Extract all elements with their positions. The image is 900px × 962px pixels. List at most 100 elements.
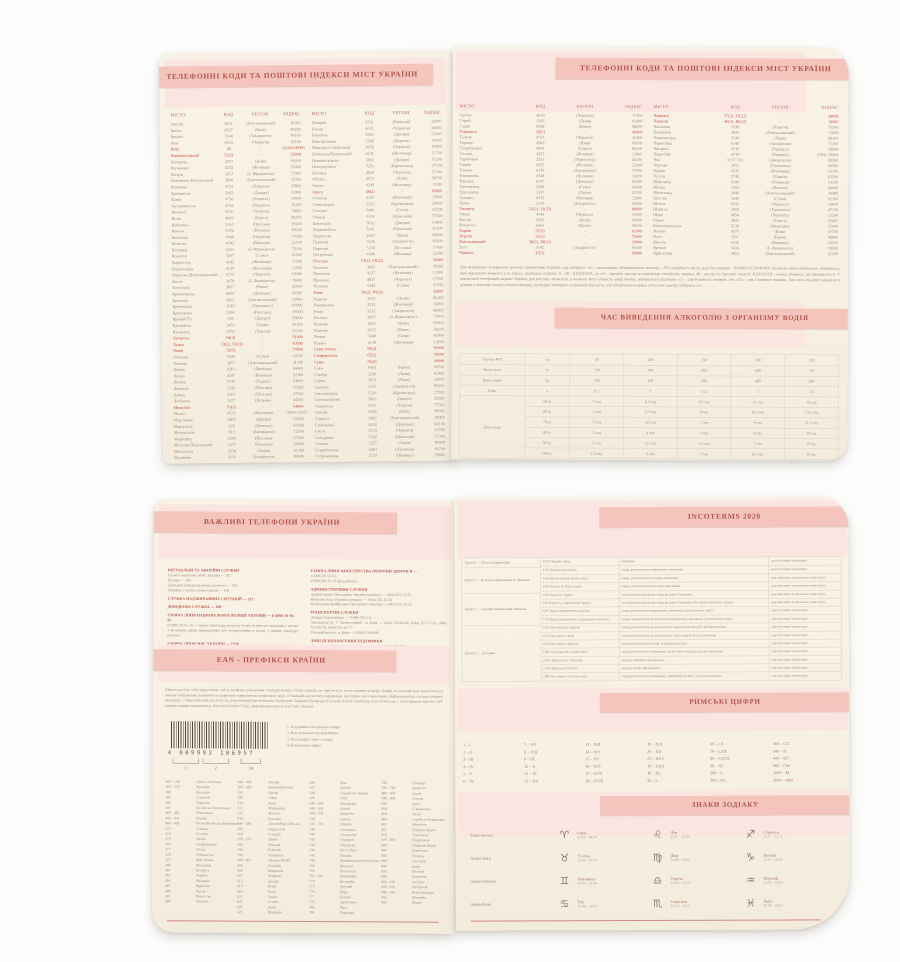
city-table-header: МІСТО КОД РЕГІОН ІНДЕКС [654,104,842,110]
page-title: ТЕЛЕФОННІ КОДИ ТА ПОШТОВІ ІНДЕКСИ МІСТ У… [579,64,832,73]
ean-banner: EAN - ПРЕФІКСИ КРАЇНИ [151,649,397,672]
zodiac-sign-dates: 23.07 – 23.08 [670,834,690,839]
phone-line: 0 (800) 60-20-19 (цілодобово) [310,578,357,584]
hours-value: 3 год [623,447,677,459]
drink-unit: гр [524,374,570,386]
weight-value: 80 кг [524,426,570,438]
hours-value: 5,5 год [676,437,731,449]
incoterms-table: Група Е — Місце відправлення Група F — О… [461,556,842,682]
col-index: ІНДЕКС [625,103,643,109]
incoterm-transport: для всіх видів транспорту [771,665,808,670]
hours-value: 3 год [569,406,624,417]
zodiac-sign: Близнюки 21.05 – 21.06 [574,876,649,885]
zodiac-element-label: Знаки Повітря [470,878,496,884]
roman-banner: РИМСЬКІ ЦИФРИ [599,692,850,713]
page-top-left: ТЕЛЕФОННІ КОДИ ТА ПОШТОВІ ІНДЕКСИ МІСТ У… [158,50,456,464]
weight-rows: 50 кг 3 год 6,5 год 9,5 год 13 год 16 го… [524,395,838,460]
zodiac-sign: Овен 21.03 – 20.04 [573,830,648,839]
incoterm-code: EXW Франко завод [542,560,571,564]
drink-unit: л [524,385,570,396]
col-index: ІНДЕКС [821,104,839,110]
ean-row: 958 Макао [381,900,451,906]
hours-value: 8 год [730,427,785,439]
page-title: ТЕЛЕФОННІ КОДИ ТА ПОШТОВІ ІНДЕКСИ МІСТ У… [166,70,418,81]
incoterm-transport: для морського та річкового транспорту [771,575,826,580]
drink-name: Пиво [460,385,525,396]
zodiac-element-label: Знаки Вогню [470,832,494,838]
incoterms-group-label: Група F — Основне перевезення не оплачен… [464,578,530,583]
drink-amount: 400 [730,375,785,387]
incoterm-code: FOB Вільно на борту судна [543,584,582,589]
col-city: МІСТО [653,104,669,110]
hours-value: 5 год [676,448,731,459]
roman-col-2: 7 – VII 8 – VIII 9 – IX 10 – X 11 – XI 12 – X… [524,741,584,785]
ean-country: Гонконг [195,899,209,904]
zodiac-sign-dates: 24.10 – 22.11 [670,903,690,908]
hours-value: 11,5 год [784,417,838,428]
page-top-right: ТЕЛЕФОННІ КОДИ ТА ПОШТОВІ ІНДЕКСИ МІСТ У… [451,46,849,461]
zodiac-sign-icon: ♊ [559,874,570,887]
zodiac-row: Знаки Повітря ♊ Близнюки 21.05 – 21.06 ♎ … [471,868,841,892]
zodiac-sign: Рак 22.06 – 22.07 [574,899,649,908]
drink-amount: 100 [569,375,624,386]
zodiac-sign-dates: 23.11 – 21.12 [763,834,783,839]
hours-value: 5,5 год [623,406,677,417]
ean-row: 625 Йорданія [237,910,307,916]
incoterm-transport: для всіх видів транспорту [771,649,808,654]
incoterm-code: DDP Поставка зі сплатою мита [543,674,588,679]
zodiac-sign: Скорпіон 24.10 – 22.11 [667,899,742,908]
incoterm-code: FCA Франко перевізник [542,568,577,573]
incoterm-transport: для морського та річкового транспорту [771,592,826,596]
incoterm-transport: для всіх видів транспорту [771,625,808,629]
hours-value: 3 год [569,395,624,407]
city-column-b: Немирів 4331 (Вінниця) 22800 Ніжин 4631 … [312,119,449,460]
hours-value: 2 год [569,427,624,438]
bracket-label: 34 [248,765,253,771]
incoterm-transport: для всіх видів транспорту [771,657,808,662]
incoterms-group-label: Група D — Доставка [464,651,495,656]
city-region: (Хмельницький) [765,251,795,257]
drink-amount: 50 [569,354,624,365]
zodiac-sign-dates: 21.03 – 20.04 [577,834,597,840]
col-index: ІНДЕКС [283,111,301,117]
city-name: Черкаси [458,250,474,255]
incoterm-transport: для всіх видів транспорту [771,633,808,637]
col-city: МІСТО [459,103,475,109]
city-row: Сторожинець 3735 (Чернівці) 59000 [315,452,448,460]
bracket-label: 2 [214,765,217,771]
city-index: 59000 [434,452,446,458]
drink-name: Вино сухе [460,364,525,375]
city-row: Мукачеве 3131 (Закарпаття) 89600 [174,454,307,462]
drink-amount: 100 [623,354,678,365]
hours-value: 8 год [676,406,731,418]
roman-entry: 18 – XVIII [585,778,604,784]
zodiac-sign-icon: ♑ [745,851,756,864]
ean-intro: Штрих-код (bar code) представляє собою г… [165,687,444,709]
phone-line: 0 (800) 33-51-10 — гаряча лінія щодо роз… [167,622,299,638]
weight-value: 60 кг [524,406,570,417]
phone-line: Аварійна служба газової мережі — 104 [167,587,230,593]
incoterms-banner: INCOTERMS 2020 [599,506,850,528]
zodiac-sign-icon: ♍ [652,851,663,864]
zodiac-row: Знаки Води ♋ Рак 22.06 – 22.07 ♏ Скорпіон… [471,891,841,915]
incoterms-groups: Група Е — Місце відправлення Група F — О… [461,557,542,682]
alcohol-banner: ЧАС ВИВЕДЕННЯ АЛКОГОЛЮ З ОРГАНІЗМУ ВОДІЯ [554,307,849,329]
ean-country: Йорданія [267,910,282,915]
zodiac-element-label: Знаки Води [470,901,491,907]
zodiac-sign: Водолій 21.01 – 19.02 [760,876,835,885]
zodiac-sign-icon: ♏ [652,897,663,910]
weight-value: 50 кг [524,395,570,407]
zodiac-sign-icon: ♋ [559,897,570,910]
zodiac-sign-icon: ♈ [559,828,570,841]
page-bottom-right: INCOTERMS 2020 Група Е — Місце відправле… [454,496,850,931]
drink-amount: 150 [569,364,624,376]
incoterms-row: DDP Поставка зі сплатою мита товар доста… [541,671,842,681]
drink-amount: 750 [784,365,839,376]
zodiac-sign-dates: 22.06 – 22.07 [577,903,597,909]
dialing-note: Для міжміських телефонних розмов з абоне… [459,264,840,288]
zodiac-sign: Козеріг 22.12 – 20.01 [759,853,834,862]
driver-weight-label: Вага водія [459,395,525,459]
city-code: 47(2) [535,250,545,256]
city-column-a: Срібне 4639 (Чернігів) 17300 Стрий 3245 … [459,112,645,256]
